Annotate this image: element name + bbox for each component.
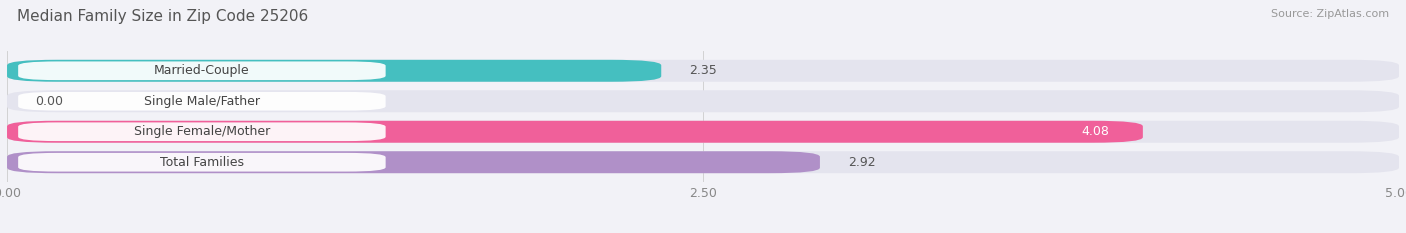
FancyBboxPatch shape: [18, 62, 385, 80]
FancyBboxPatch shape: [18, 153, 385, 171]
Text: Single Male/Father: Single Male/Father: [143, 95, 260, 108]
Text: Total Families: Total Families: [160, 156, 243, 169]
FancyBboxPatch shape: [7, 151, 1399, 173]
FancyBboxPatch shape: [18, 122, 385, 141]
FancyBboxPatch shape: [7, 121, 1399, 143]
Text: 4.08: 4.08: [1081, 125, 1109, 138]
Text: 2.92: 2.92: [848, 156, 876, 169]
Text: Source: ZipAtlas.com: Source: ZipAtlas.com: [1271, 9, 1389, 19]
Text: Single Female/Mother: Single Female/Mother: [134, 125, 270, 138]
FancyBboxPatch shape: [7, 60, 1399, 82]
Text: Median Family Size in Zip Code 25206: Median Family Size in Zip Code 25206: [17, 9, 308, 24]
Text: 0.00: 0.00: [35, 95, 63, 108]
Text: Married-Couple: Married-Couple: [155, 64, 250, 77]
FancyBboxPatch shape: [7, 151, 820, 173]
Text: 2.35: 2.35: [689, 64, 717, 77]
FancyBboxPatch shape: [7, 90, 1399, 112]
FancyBboxPatch shape: [18, 92, 385, 111]
FancyBboxPatch shape: [7, 121, 1143, 143]
FancyBboxPatch shape: [7, 60, 661, 82]
